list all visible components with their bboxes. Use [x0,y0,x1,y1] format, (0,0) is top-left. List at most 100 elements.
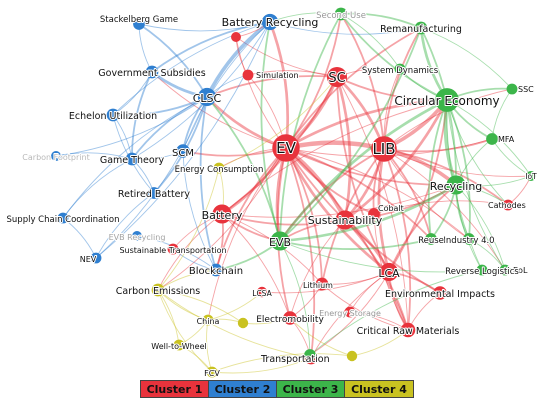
node-remanufacturing[interactable] [414,21,428,35]
edge-remanufacturing-ssc [420,27,513,90]
node-mfa[interactable] [486,133,498,145]
label-environmental_impacts: Environmental Impacts [385,289,495,300]
node-supply_chain_coordination[interactable] [57,212,69,224]
node-critical_raw_materials[interactable] [400,322,416,338]
node-lcsa[interactable] [256,286,268,298]
label-fcv: FCV [204,369,220,378]
label-government_subsidies: Government Subsidies [98,68,205,79]
edge-green_bottom-reverse_logistics [309,269,483,356]
node-environmental_impacts[interactable] [433,286,447,300]
edge-ev-transportation [285,147,316,359]
label-lca: LCA [378,267,400,280]
node-recycling[interactable] [446,175,466,195]
node-ev[interactable] [272,134,300,162]
edge-battery_recycling-government_subsidies [151,21,271,73]
label-cobalt: Cobalt [378,204,404,213]
node-system_dynamics[interactable] [394,63,406,75]
label-lcsa: LCSA [252,289,272,298]
edge-battery_recycling-scm [182,21,271,152]
node-energy_consumption[interactable] [213,162,225,174]
node-red_top[interactable] [231,32,241,42]
node-iot[interactable] [526,171,536,181]
label-blockchain: Blockchain [189,266,243,277]
node-sc[interactable] [326,66,348,88]
edge-battery_recycling-echelon_utilization [112,21,271,116]
edge-mfa-iot [491,138,532,177]
node-carbon_emissions[interactable] [151,283,165,297]
node-echelon_utilization[interactable] [106,108,120,122]
node-retired_battery[interactable] [148,187,160,199]
edge-ev-industry_4 [285,147,470,240]
node-china[interactable] [202,314,214,326]
edge-ev-environmental_impacts [285,147,441,294]
edge-retired_battery-nev [95,192,155,259]
edge-sustainability-battery [221,213,346,226]
edge-battery-electromobility [221,213,291,319]
edge-ev-government_subsidies [151,71,287,149]
node-battery_recycling[interactable] [261,13,279,31]
node-circular_economy[interactable] [435,88,459,112]
node-yellow_2[interactable] [346,350,358,362]
node-fcv[interactable] [206,366,218,378]
node-game_theory[interactable] [125,152,139,166]
node-stackelberg_game[interactable] [133,18,145,30]
edge-sustainability-recycling [344,184,457,221]
node-clsc[interactable] [197,87,217,107]
node-ssc[interactable] [506,83,518,95]
legend-cluster-2: Cluster 2 [209,381,277,397]
node-battery[interactable] [212,204,232,224]
edge-clsc-echelon_utilization [112,96,208,117]
edge-sc-critical_raw_materials [336,76,409,331]
node-lca[interactable] [379,262,399,282]
node-government_subsidies[interactable] [145,65,159,79]
node-energy_storage[interactable] [344,306,356,318]
node-scm[interactable] [176,144,190,158]
node-yellow_1[interactable] [237,317,249,329]
edge-lca-green_bottom [309,271,390,356]
label-transportation: Transportation [260,354,330,365]
edge-sc-sustainability [335,76,352,221]
node-lithium[interactable] [315,277,329,291]
label-reuse: Reuse [418,236,444,246]
node-industry_4[interactable] [463,233,475,245]
node-cobalt[interactable] [368,208,380,220]
edge-scm-blockchain [182,150,217,271]
edge-lib-evb [279,148,385,242]
label-electromobility: Electromobility [256,315,324,325]
node-evb_recycling[interactable] [132,231,142,241]
node-electromobility[interactable] [283,311,297,325]
label-carbon_footprint: Carbon Footprint [22,153,89,162]
node-second_use[interactable] [334,7,348,21]
label-iot: IoT [525,172,537,181]
node-evb[interactable] [270,231,290,251]
node-reverse_logistics[interactable] [476,264,488,276]
edge-lib-second_use [340,13,385,150]
node-cathodes[interactable] [502,199,514,211]
edge-blockchain-evb_recycling [136,235,217,271]
node-well_to_wheel[interactable] [173,339,185,351]
node-sustainable_transportation[interactable] [167,243,179,255]
node-nev[interactable] [90,252,102,264]
node-reuse[interactable] [425,233,437,245]
node-carbon_footprint[interactable] [51,151,61,161]
edge-carbon_emissions-fcv [157,289,213,373]
label-game_theory: Game Theory [100,155,165,166]
node-blockchain[interactable] [209,263,223,277]
node-sustainability[interactable] [335,210,355,230]
label-china: China [197,317,220,326]
edge-energy_consumption-sc [218,76,338,169]
node-simulation[interactable] [242,69,254,81]
node-green_bottom[interactable] [304,349,316,361]
node-eol[interactable] [499,264,511,276]
edge-circular_economy-industry_4 [446,99,471,240]
label-sustainability: Sustainability [308,214,383,227]
edge-sc-red_top [235,36,338,78]
label-carbon_emissions: Carbon Emissions [116,286,201,297]
edge-ev-second_use [285,13,342,149]
edge-china-fcv [206,319,213,373]
cluster-legend: Cluster 1 Cluster 2 Cluster 3 Cluster 4 [140,380,414,398]
edge-evb-second_use [279,13,342,242]
edge-clsc-stackelberg_game [138,23,208,98]
node-lib[interactable] [371,136,397,162]
edge-yellow_2-electromobility [289,317,353,357]
